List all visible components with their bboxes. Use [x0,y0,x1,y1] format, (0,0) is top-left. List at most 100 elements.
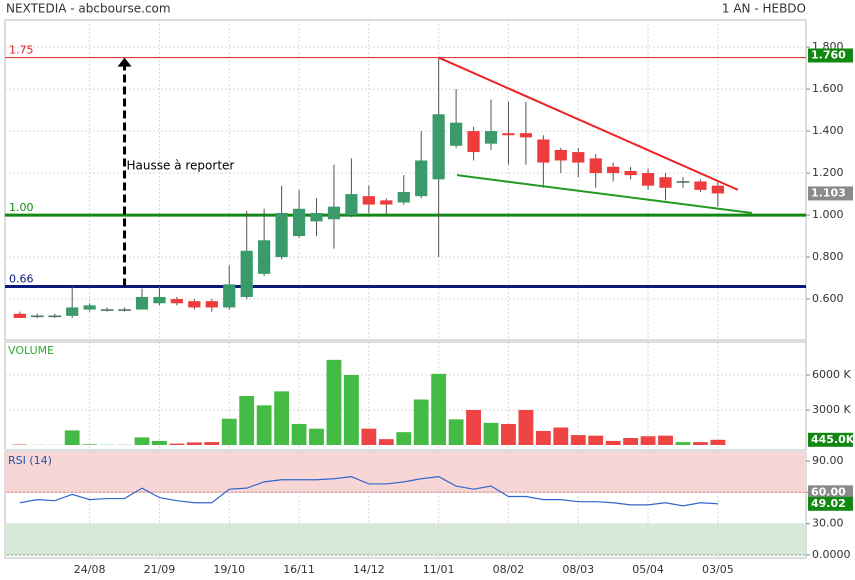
candle-body [205,301,218,308]
x-tick-label: 14/12 [353,563,385,576]
y-tick-label: 1.200 [812,166,844,179]
candle-body [83,305,96,310]
candle-body [362,196,375,205]
volume-bar [204,442,220,445]
candle-body [327,206,341,220]
volume-bar [431,373,447,445]
volume-bar [570,435,586,445]
candle-body [275,212,288,258]
volume-bar [239,396,255,445]
chart-title: NEXTEDIA - abcbourse.com [6,2,171,16]
volume-bar [309,428,324,445]
volume-bar [82,444,98,445]
volume-bar [378,439,394,445]
candle-body [292,208,306,237]
volume-bar [274,391,290,445]
volume-bar [291,423,307,445]
badge-label: 445.0K [811,433,855,446]
volume-bar [501,423,516,445]
badge-label: 60.00 [811,485,846,498]
volume-bar [169,443,185,445]
candle-body [66,307,79,316]
panel-title: VOLUME [8,344,54,357]
volume-bar [134,437,150,445]
y-tick-label: 1.400 [812,124,844,137]
candle-body [572,152,585,163]
x-tick-label: 11/01 [423,563,455,576]
candle-body [13,313,26,318]
price-badge [808,432,853,447]
volume-bar [466,409,481,445]
annotation-text: Hausse à reporter [127,159,235,173]
y-tick-label: 3000 K [812,403,851,416]
candle-body [170,299,183,304]
level-label: 1.00 [9,201,34,214]
volume-bar [588,435,604,445]
volume-bar [710,439,726,445]
volume-bar [256,405,272,445]
volume-bar [658,435,673,445]
candle-body [153,296,166,304]
y-tick-label: 90.00 [812,454,844,467]
candle-body [659,177,672,188]
volume-bar [623,437,639,445]
candle-body [537,139,550,163]
candle-body [415,160,428,197]
x-tick-label: 08/03 [562,563,594,576]
panel: 0.0000 30.00 60.00 90.00 24/08 21/09 19/10 16/1… [4,451,853,576]
volume-bar [640,436,656,445]
candle-body [432,114,445,180]
badge-label: 1.760 [811,48,846,61]
volume-bar [605,440,621,445]
candle-body [694,181,707,190]
plot-area [5,20,806,340]
x-tick-label: 21/09 [144,563,176,576]
candle-body [484,131,498,144]
volume-bar [64,430,80,445]
candle-body [258,240,271,274]
candle-body [135,296,149,310]
candle-body [380,200,393,205]
y-tick-label: 1.000 [812,208,844,221]
y-tick-label: 0.800 [812,250,844,263]
period: 1 AN - HEBDO [722,2,806,16]
price-badge [808,496,853,511]
volume-bar [361,428,377,445]
y-tick-label: 30.00 [812,517,844,530]
volume-bar [675,442,691,445]
volume-bar [221,418,237,445]
candle-body [240,250,253,297]
panel-frame [4,341,807,451]
candle-body [118,309,131,311]
volume-bar [186,442,202,445]
candle-body [624,170,637,176]
candle-body [607,166,620,174]
arrow-head [117,57,132,67]
candle-body [223,284,236,308]
panel-frame [4,19,807,341]
candle-body [676,181,690,183]
y-tick-label: 1.600 [812,82,844,95]
volume-bar [518,409,534,445]
badge-label: 1.103 [811,186,846,199]
panel: 3000 K 6000 K VOLUME 445.0K [4,341,855,451]
level-label: 0.66 [9,272,34,285]
x-tick-label: 24/08 [74,563,106,576]
rsi-band [5,452,806,493]
y-tick-label: 0.600 [812,292,844,305]
candle-body [502,133,515,136]
candle-body [554,149,567,161]
y-tick-label: 6000 K [812,368,851,381]
x-tick-label: 19/10 [213,563,245,576]
volume-bar [553,427,569,445]
candle-body [711,185,724,194]
volume-bar [448,419,464,445]
rsi-band [5,523,806,555]
trend-line [438,56,739,191]
x-tick-label: 16/11 [283,563,315,576]
candle-body [397,191,410,203]
candle-body [30,315,44,318]
volume-bar [535,430,551,445]
y-tick-label: 0.0000 [812,548,851,561]
